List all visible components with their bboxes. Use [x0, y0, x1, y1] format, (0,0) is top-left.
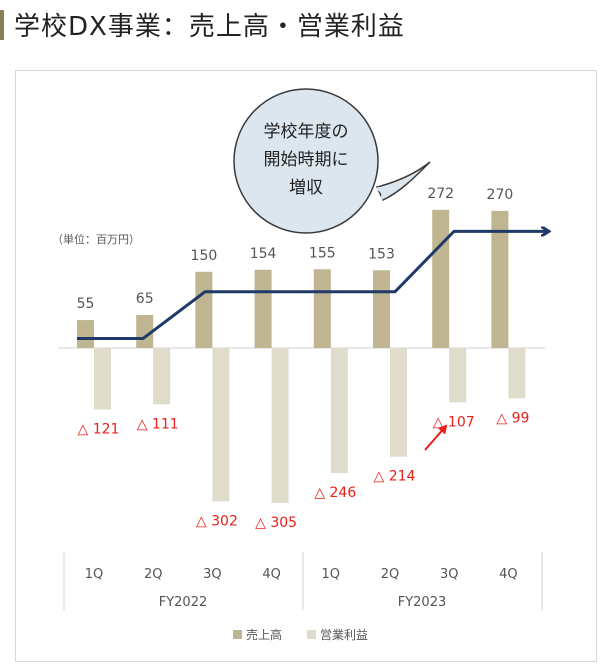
legend-label-revenue: 売上高: [246, 627, 282, 642]
profit-bar: [390, 348, 407, 457]
callout-bubble: [233, 88, 379, 234]
profit-label: △ 99: [496, 410, 529, 426]
category-tick-label: 3Q: [440, 567, 459, 582]
revenue-label: 65: [136, 291, 154, 307]
revenue-label: 153: [368, 246, 395, 262]
category-tick-label: 3Q: [203, 567, 222, 582]
group-label: FY2022: [159, 595, 208, 610]
unit-label: （単位：百万円）: [52, 232, 140, 246]
group-label: FY2023: [398, 595, 447, 610]
revenue-bar: [254, 269, 272, 348]
revenue-label: 55: [77, 296, 95, 312]
callout-text: 増収: [289, 178, 323, 198]
revenue-bar: [77, 320, 94, 348]
profit-label: △ 107: [433, 414, 475, 430]
category-tick-label: 4Q: [499, 567, 518, 582]
revenue-label: 154: [250, 246, 277, 262]
profit-label: △ 302: [196, 513, 238, 529]
revenue-bar: [432, 209, 450, 348]
callout-tail: [375, 161, 431, 202]
revenue-bar: [313, 269, 331, 348]
profit-label: △ 214: [374, 469, 416, 485]
legend-swatch-profit: [307, 630, 316, 639]
profit-bar: [271, 348, 289, 503]
revenue-label: 150: [191, 248, 218, 264]
profit-label: △ 246: [314, 485, 356, 501]
chart-frame: [15, 70, 597, 662]
revenue-bar: [195, 271, 213, 348]
revenue-label: 155: [309, 245, 336, 261]
category-tick-label: 2Q: [381, 567, 400, 582]
category-tick-label: 2Q: [144, 567, 163, 582]
callout-join: [376, 186, 385, 201]
profit-label: △ 111: [137, 416, 179, 432]
revenue-label: 272: [427, 186, 454, 202]
category-tick-label: 1Q: [85, 567, 104, 582]
callout-text: 学校年度の: [264, 122, 349, 142]
profit-bar: [212, 348, 230, 502]
revenue-bar: [373, 270, 390, 348]
title-accent-bar: [0, 10, 4, 40]
profit-bar: [94, 348, 111, 410]
revenue-bar: [491, 210, 509, 348]
profit-label: △ 305: [255, 515, 297, 531]
page-title: 学校DX事業：売上高・営業利益: [14, 12, 405, 42]
profit-bar: [153, 348, 171, 405]
callout-text: 開始時期に: [264, 150, 349, 170]
profit-bar: [330, 348, 348, 473]
legend-swatch-revenue: [233, 630, 242, 639]
profit-bar: [508, 348, 526, 399]
trend-arrow: [77, 231, 547, 341]
revenue-label: 270: [487, 187, 514, 203]
profit-bar: [449, 348, 467, 403]
category-tick-label: 4Q: [262, 567, 281, 582]
legend-label-profit: 営業利益: [320, 628, 368, 642]
category-tick-label: 1Q: [322, 567, 341, 582]
profit-label: △ 121: [78, 421, 120, 437]
improvement-arrow: [424, 424, 448, 451]
